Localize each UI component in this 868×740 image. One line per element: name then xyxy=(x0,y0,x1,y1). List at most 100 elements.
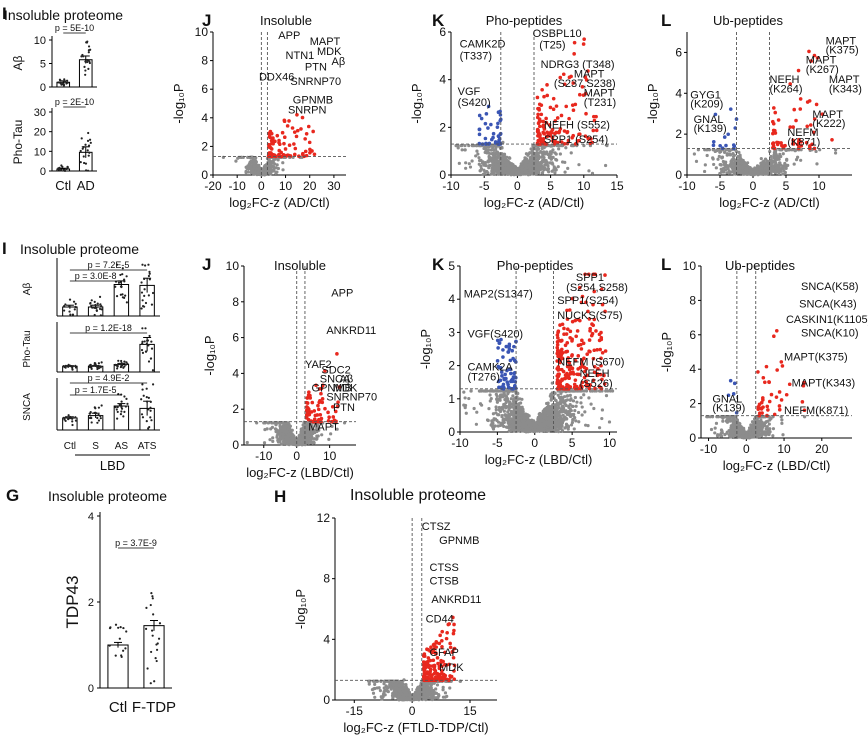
ns-point xyxy=(745,168,750,172)
ns-point xyxy=(546,167,551,171)
up-point xyxy=(269,147,274,151)
data-dot xyxy=(143,277,146,281)
data-dot xyxy=(149,416,152,419)
ns-point xyxy=(512,166,516,171)
up-point xyxy=(536,106,540,111)
panel-title: Insoluble xyxy=(274,258,326,273)
data-dot xyxy=(116,405,119,409)
panel-letter: L xyxy=(661,11,671,30)
up-point xyxy=(287,143,292,147)
data-dot xyxy=(140,291,144,294)
y-axis-label: -log₁₀P xyxy=(645,83,660,123)
point-label: NEFH (S552) xyxy=(544,120,610,132)
data-dot xyxy=(93,300,96,303)
ns-point xyxy=(544,159,548,163)
ns-point xyxy=(786,163,790,168)
up-point xyxy=(267,134,272,139)
y-axis-label: Pho-Tau xyxy=(22,330,33,367)
data-dot xyxy=(145,387,148,390)
data-dot xyxy=(143,340,146,343)
up-point xyxy=(794,118,798,123)
up-point xyxy=(773,110,778,115)
y-tick-label: 4 xyxy=(439,73,446,87)
data-dot xyxy=(87,131,90,135)
ns-point xyxy=(542,146,546,150)
up-point xyxy=(771,141,775,146)
bar-Ctl xyxy=(107,644,129,689)
data-dot xyxy=(120,365,123,368)
data-dot xyxy=(68,298,72,301)
data-dot xyxy=(63,80,67,83)
ns-point xyxy=(281,436,285,440)
ns-point xyxy=(720,156,724,160)
y-tick-label: 6 xyxy=(232,331,239,345)
data-dot xyxy=(121,273,124,276)
data-dot xyxy=(94,412,98,415)
ns-point xyxy=(484,146,488,150)
data-dot xyxy=(118,362,121,366)
data-dot xyxy=(64,416,67,419)
data-dot xyxy=(143,294,146,298)
data-dot xyxy=(74,305,77,309)
ns-point xyxy=(526,153,530,157)
ns-point xyxy=(765,168,769,173)
ns-point xyxy=(792,162,796,166)
x-tick-label: 10 xyxy=(577,179,591,193)
data-dot xyxy=(150,650,153,654)
point-label: Aβ xyxy=(331,56,345,68)
ns-point xyxy=(463,148,467,152)
data-dot xyxy=(157,637,161,640)
data-dot xyxy=(122,366,125,369)
up-point xyxy=(535,127,540,132)
data-dot xyxy=(140,348,144,352)
up-point xyxy=(572,40,577,45)
ns-point xyxy=(246,170,250,174)
data-dot xyxy=(59,169,63,172)
pvalue-label: p = 5E-10 xyxy=(55,23,94,33)
y-tick-label: 0 xyxy=(439,168,446,182)
ns-point xyxy=(487,164,491,168)
up-point xyxy=(269,131,274,136)
ns-point xyxy=(705,153,709,158)
data-dot xyxy=(155,659,158,663)
data-dot xyxy=(126,402,129,405)
down-point xyxy=(489,122,493,127)
point-label: MAPT xyxy=(310,36,341,48)
up-point xyxy=(292,142,296,146)
ns-point xyxy=(467,143,471,148)
data-dot xyxy=(82,155,85,158)
data-dot xyxy=(141,340,144,343)
ns-point xyxy=(775,166,779,170)
data-dot xyxy=(144,264,147,267)
ns-point xyxy=(275,163,279,167)
x-tick-label: 10 xyxy=(279,179,293,193)
data-dot xyxy=(144,301,148,305)
ns-point xyxy=(460,148,464,152)
up-point xyxy=(796,68,801,73)
down-point xyxy=(722,135,727,139)
y-tick-label: 8 xyxy=(232,295,239,309)
ns-point xyxy=(694,159,699,163)
up-point xyxy=(279,150,283,155)
x-axis-label: log₂FC-z (LBD/Ctl) xyxy=(246,465,354,480)
up-point xyxy=(269,138,274,143)
up-point xyxy=(805,100,810,104)
data-dot xyxy=(147,294,150,297)
data-dot xyxy=(57,81,60,84)
panel-letter: I xyxy=(2,4,7,23)
data-dot xyxy=(140,398,143,401)
ns-point xyxy=(547,170,551,174)
ns-point xyxy=(485,169,489,174)
ns-point xyxy=(267,163,272,167)
ns-point xyxy=(516,170,520,174)
data-dot xyxy=(63,304,66,308)
ns-point xyxy=(552,165,556,169)
up-point xyxy=(300,115,305,120)
data-dot xyxy=(151,383,155,386)
up-point xyxy=(277,140,281,145)
x-axis-label: log₂FC-z (AD/Ctl) xyxy=(484,195,584,210)
data-dot xyxy=(59,79,62,82)
